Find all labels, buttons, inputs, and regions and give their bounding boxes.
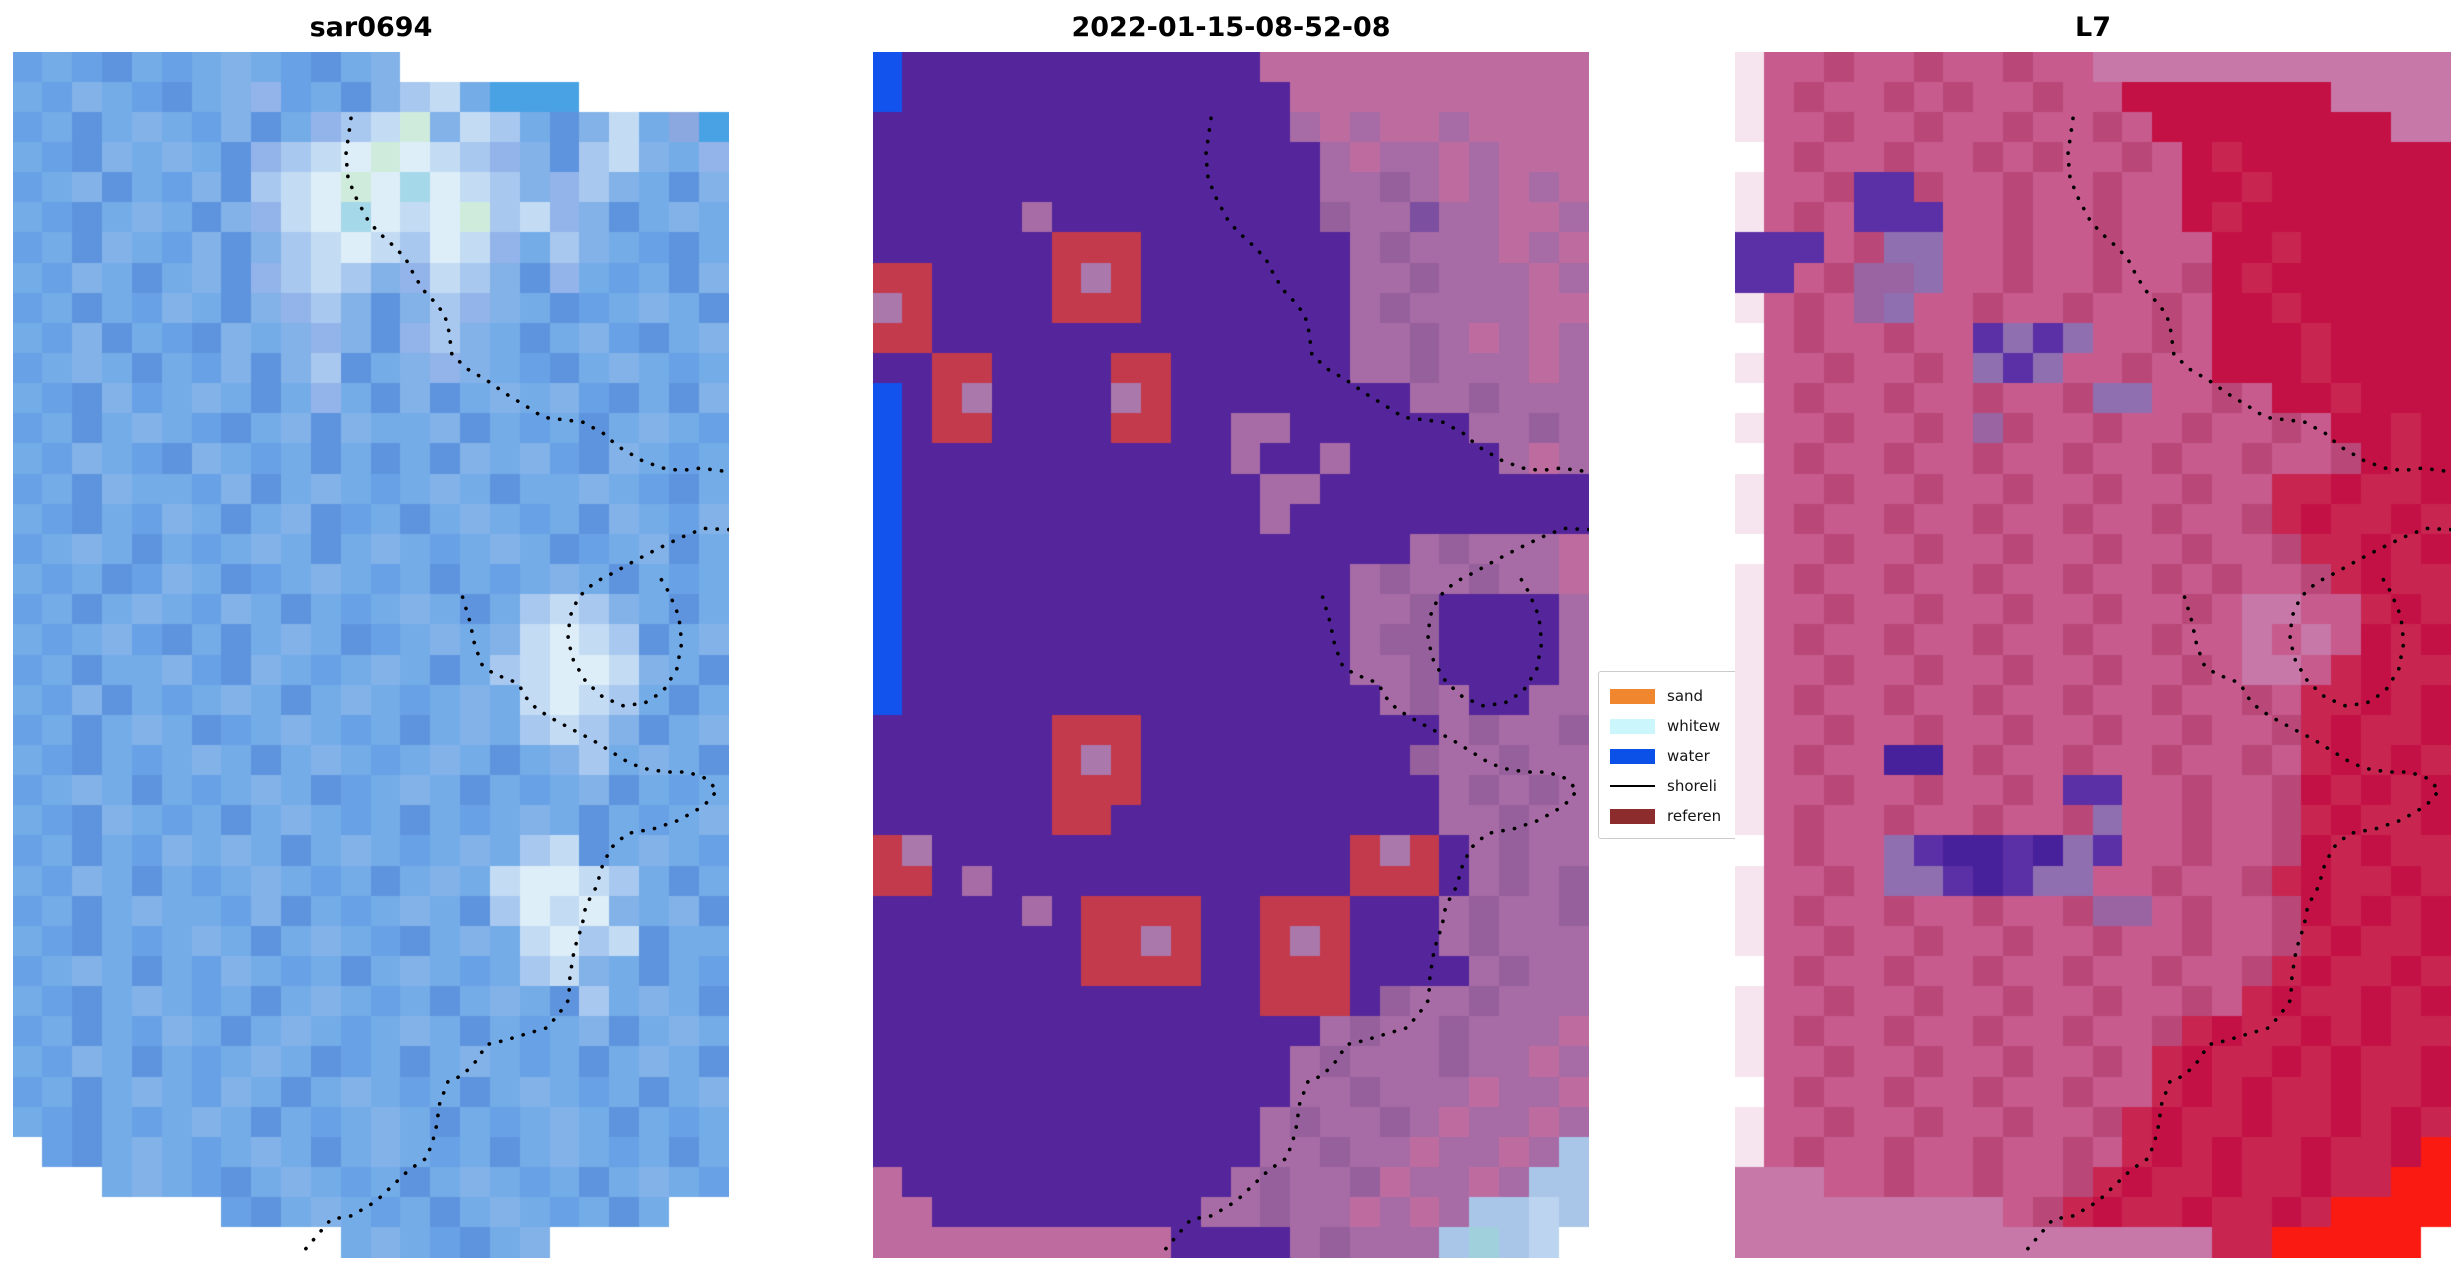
panel-l7 — [1735, 52, 2451, 1258]
shoreline-dotted-line — [2066, 116, 2451, 474]
water-swatch-icon — [1610, 748, 1655, 764]
legend-label: referen — [1667, 807, 1722, 825]
shoreline-overlay — [301, 116, 729, 1254]
l7-image — [1735, 52, 2451, 1258]
sar-image — [13, 52, 729, 1258]
legend-row-shoreli: shoreli — [1610, 771, 1775, 801]
sand-swatch-icon — [1610, 688, 1655, 704]
shoreline-overlay — [2023, 116, 2451, 1254]
panel-title-classification: 2022-01-15-08-52-08 — [1071, 11, 1391, 43]
legend-row-sand: sand — [1610, 681, 1775, 711]
shoreli-swatch-icon — [1610, 785, 1655, 787]
legend-row-referen: referen — [1610, 801, 1775, 831]
shoreline-dotted-line — [2023, 595, 2442, 1254]
legend-row-water: water — [1610, 741, 1775, 771]
shoreline-overlay — [1161, 116, 1589, 1254]
legend-label: water — [1667, 747, 1710, 765]
panel-title-sar: sar0694 — [309, 11, 433, 43]
panel-classification — [873, 52, 1589, 1258]
shoreline-dotted-line — [344, 116, 729, 474]
shoreline-dotted-line — [2288, 526, 2451, 708]
shoreline-dotted-line — [566, 526, 729, 708]
shoreline-dotted-line — [1426, 526, 1589, 708]
shoreline-dotted-line — [1204, 116, 1589, 474]
legend-label: shoreli — [1667, 777, 1717, 795]
referen-swatch-icon — [1610, 808, 1655, 824]
panel-title-l7: L7 — [2075, 11, 2111, 43]
shoreline-dotted-line — [1161, 595, 1580, 1254]
legend-row-whitew: whitew — [1610, 711, 1775, 741]
whitew-swatch-icon — [1610, 718, 1655, 734]
shoreline-dotted-line — [301, 595, 720, 1254]
legend-label: whitew — [1667, 717, 1721, 735]
legend-label: sand — [1667, 687, 1704, 705]
panel-sar0694 — [13, 52, 729, 1258]
classification-image — [873, 52, 1589, 1258]
